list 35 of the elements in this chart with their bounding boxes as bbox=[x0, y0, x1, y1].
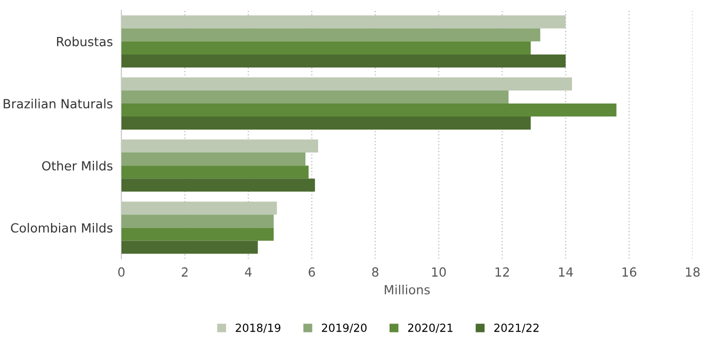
y-tick-label: Robustas bbox=[57, 36, 112, 46]
bar bbox=[121, 140, 318, 153]
y-tick-label: Colombian Milds bbox=[10, 222, 112, 233]
x-tick-label: 8 bbox=[372, 267, 378, 277]
legend-label: 2020/21 bbox=[408, 324, 452, 333]
legend-label: 2018/19 bbox=[236, 324, 280, 333]
x-tick-label: 4 bbox=[244, 267, 252, 277]
bar bbox=[121, 178, 315, 192]
x-tick-label: 0 bbox=[118, 267, 125, 277]
bar bbox=[121, 28, 540, 42]
legend-label: 2019/20 bbox=[322, 324, 367, 333]
bar bbox=[121, 54, 566, 68]
bar bbox=[121, 152, 306, 166]
bar bbox=[121, 228, 274, 241]
bar bbox=[121, 166, 309, 179]
legend-label: 2021/22 bbox=[494, 324, 539, 333]
x-tick-label: 18 bbox=[686, 267, 700, 277]
x-axis-title: Millions bbox=[384, 284, 430, 294]
bar bbox=[121, 41, 531, 54]
x-tick-label: 2 bbox=[182, 267, 188, 277]
bar bbox=[121, 104, 616, 117]
x-tick-label: 16 bbox=[622, 267, 636, 277]
bar bbox=[121, 77, 572, 90]
bar bbox=[121, 90, 509, 104]
bar bbox=[121, 15, 566, 28]
y-tick-label: Brazilian Naturals bbox=[4, 98, 112, 108]
x-tick-label: 6 bbox=[308, 267, 315, 277]
x-tick-label: 10 bbox=[432, 267, 446, 277]
bar bbox=[121, 214, 274, 228]
y-tick-label: Other Milds bbox=[42, 160, 112, 171]
x-tick-label: 12 bbox=[496, 267, 509, 277]
bar bbox=[121, 240, 258, 254]
bar bbox=[121, 116, 531, 130]
x-tick-label: 14 bbox=[559, 267, 573, 277]
bar bbox=[121, 202, 277, 215]
